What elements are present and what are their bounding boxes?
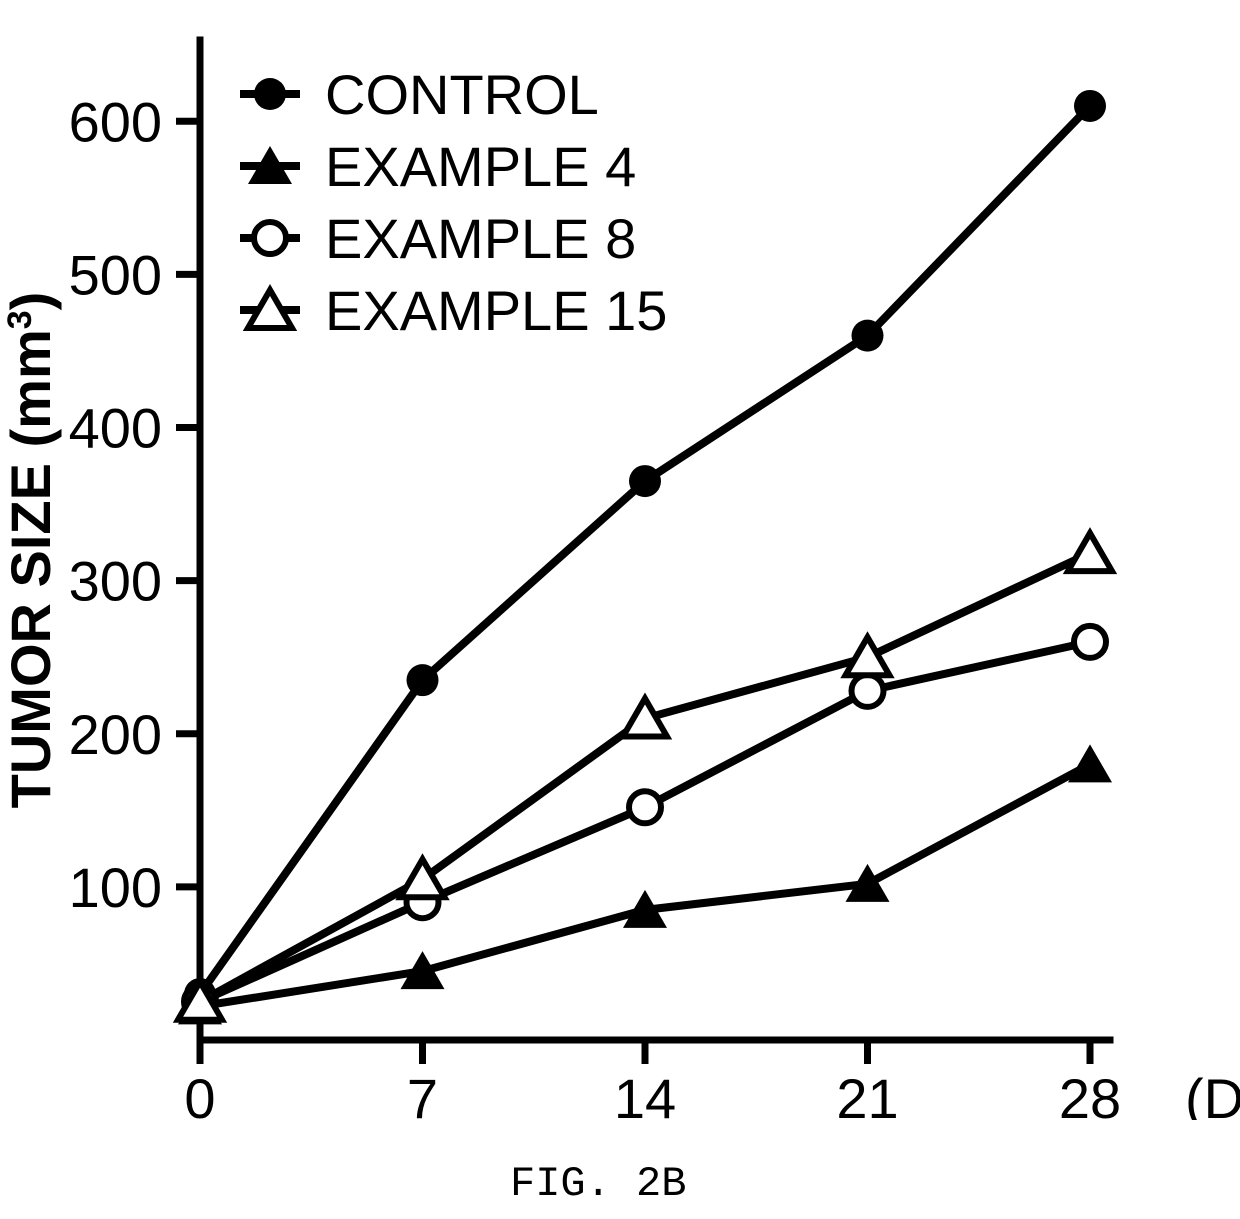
- tumor-size-line-chart: 0 7 14 21 28 (Day) 100 200 300 400 500 600 TUMOR SIZ…: [0, 0, 1240, 1120]
- svg-text:100: 100: [69, 856, 162, 919]
- svg-text:7: 7: [407, 1067, 438, 1120]
- svg-text:EXAMPLE 8: EXAMPLE 8: [325, 207, 636, 270]
- svg-text:(Day): (Day): [1185, 1067, 1240, 1120]
- svg-text:14: 14: [614, 1067, 676, 1120]
- svg-text:600: 600: [69, 90, 162, 153]
- figure-container: 0 7 14 21 28 (Day) 100 200 300 400 500 600 TUMOR SIZ…: [0, 0, 1240, 1219]
- svg-text:400: 400: [69, 397, 162, 460]
- svg-text:28: 28: [1059, 1067, 1121, 1120]
- svg-text:200: 200: [69, 703, 162, 766]
- svg-text:CONTROL: CONTROL: [325, 63, 599, 126]
- svg-text:300: 300: [69, 550, 162, 613]
- svg-text:EXAMPLE 4: EXAMPLE 4: [325, 135, 636, 198]
- svg-text:500: 500: [69, 243, 162, 306]
- svg-text:TUMOR SIZE (mm3): TUMOR SIZE (mm3): [0, 292, 62, 809]
- figure-caption: FIG. 2B: [510, 1160, 686, 1208]
- svg-text:0: 0: [184, 1067, 215, 1120]
- svg-text:21: 21: [836, 1067, 898, 1120]
- svg-text:EXAMPLE 15: EXAMPLE 15: [325, 279, 667, 342]
